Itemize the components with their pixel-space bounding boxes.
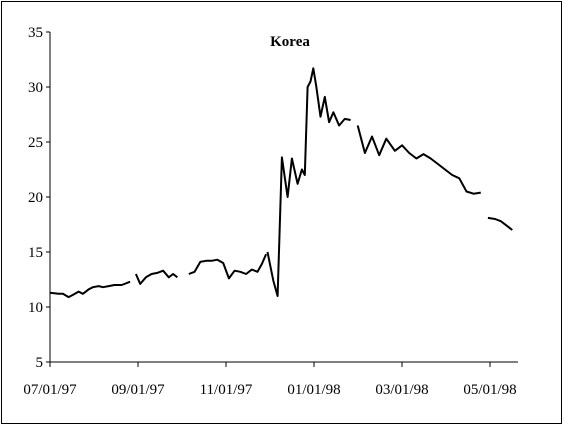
y-tick-label: 20 [28,190,43,206]
series-line-segment [487,216,513,231]
y-tick-label: 35 [28,25,43,41]
x-tick-label: 07/01/97 [23,382,77,398]
y-axis-ticks: 5 10 15 20 25 30 35 [28,25,50,371]
x-tick-label: 01/01/98 [287,382,340,398]
y-tick-label: 5 [36,355,44,371]
series-line-segment [49,280,131,299]
chart-title: Korea [270,34,310,50]
y-tick-label: 10 [28,300,43,316]
x-tick-label: 03/01/98 [375,382,428,398]
series-line-segment [356,125,481,195]
y-tick-label: 15 [28,245,43,261]
x-tick-label: 11/01/97 [200,382,253,398]
y-tick-label: 25 [28,135,43,151]
y-tick-label: 30 [28,80,43,96]
x-tick-label: 09/01/97 [111,382,165,398]
series-line-segment [266,67,351,297]
series-korea [49,67,513,299]
series-line-segment [188,253,268,280]
x-tick-label: 05/01/98 [463,382,516,398]
x-axis-ticks: 07/01/97 09/01/97 11/01/97 01/01/98 03/01/98… [23,362,517,398]
series-line-segment [134,269,179,285]
